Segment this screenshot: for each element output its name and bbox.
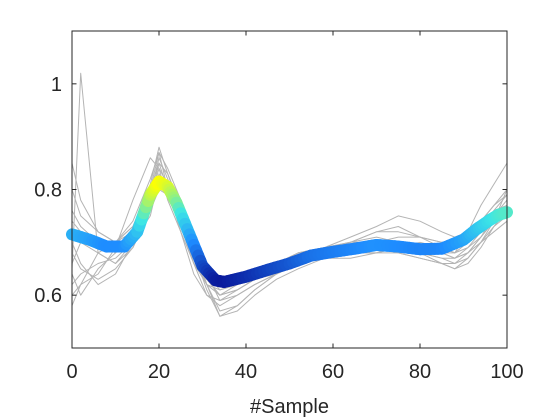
y-tick-label: 0.8 <box>34 180 62 202</box>
axis-ticks: 0 20 40 60 80 100 0.6 0.8 1 <box>34 31 524 383</box>
x-tick-label: 40 <box>235 361 257 383</box>
plot-area: 0 20 40 60 80 100 0.6 0.8 1 <box>34 30 524 383</box>
plot-background <box>72 31 507 348</box>
y-tick-label: 0.6 <box>34 285 62 307</box>
x-tick-label: 100 <box>490 361 523 383</box>
x-tick-label: 0 <box>66 361 77 383</box>
x-tick-label: 60 <box>322 361 344 383</box>
x-tick-label: 80 <box>409 361 431 383</box>
y-tick-label: 1 <box>51 74 62 96</box>
x-tick-label: 20 <box>148 361 170 383</box>
x-axis-label: #Sample <box>250 396 329 418</box>
